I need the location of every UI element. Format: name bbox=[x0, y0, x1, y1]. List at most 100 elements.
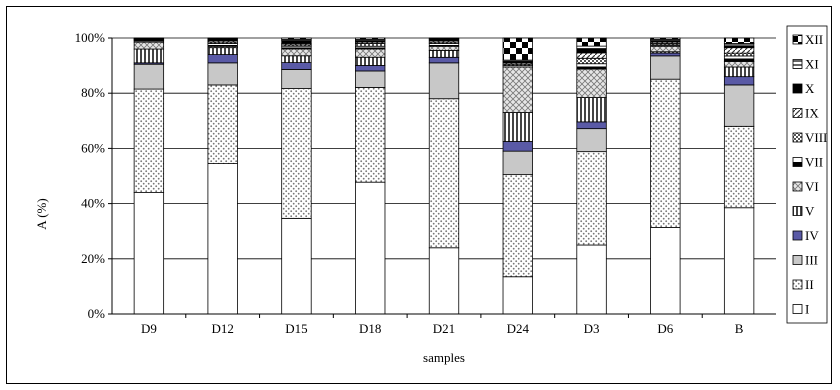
bar-segment-ii bbox=[502, 174, 533, 278]
y-tick-label: 60% bbox=[81, 140, 105, 155]
bar-segment-iv bbox=[576, 121, 607, 130]
legend-swatch-iii bbox=[792, 255, 803, 265]
bar-segment-viii bbox=[576, 57, 607, 65]
bar-segment-v bbox=[428, 50, 460, 58]
legend-swatch-iv bbox=[792, 230, 803, 241]
legend-box bbox=[786, 25, 828, 324]
bar-segment-iii bbox=[207, 62, 238, 86]
bar-stack-d12 bbox=[207, 37, 238, 315]
bar-segment-xi bbox=[723, 43, 755, 47]
bar-segment-v bbox=[207, 47, 238, 55]
legend-swatch-v bbox=[792, 206, 803, 216]
legend-label-xii: XII bbox=[805, 32, 823, 47]
bar-segment-i bbox=[207, 163, 238, 315]
bar-segment-iv bbox=[281, 62, 312, 70]
bar-segment-iii bbox=[281, 69, 312, 89]
y-tick-label: 20% bbox=[81, 251, 105, 266]
bar-segment-iv bbox=[355, 65, 386, 72]
bar-segment-vii bbox=[576, 63, 607, 70]
bar-segment-iii bbox=[502, 150, 533, 176]
bar-stack-d6 bbox=[650, 37, 681, 315]
bar-segment-xi bbox=[576, 45, 607, 50]
bar-segment-vi bbox=[723, 61, 755, 68]
bar-segment-viii bbox=[355, 43, 386, 47]
x-axis: D9 D12 D15 D18 D21 D24 D3 D6 B bbox=[112, 313, 776, 336]
legend-label-vii: VII bbox=[805, 155, 823, 170]
bar-segment-vii bbox=[723, 55, 755, 62]
y-tick-label: 100% bbox=[75, 30, 106, 45]
x-tick-label: D18 bbox=[359, 321, 381, 336]
x-tick-label: D3 bbox=[584, 321, 600, 336]
bar-segment-v bbox=[281, 55, 312, 63]
legend-swatch-viii bbox=[792, 132, 803, 143]
bar-segment-v bbox=[133, 48, 165, 64]
bar-segment-xii bbox=[355, 37, 386, 40]
bar-segment-vi bbox=[133, 41, 165, 50]
bar-segment-ii bbox=[281, 88, 312, 219]
x-tick-label: D21 bbox=[433, 321, 455, 336]
bar-segment-xii bbox=[576, 37, 607, 47]
bar-segment-xii bbox=[502, 37, 533, 61]
y-axis: 0% 20% 40% 60% 80% 100% bbox=[75, 30, 113, 321]
legend-label-x: X bbox=[805, 81, 815, 96]
bar-segment-iv bbox=[723, 76, 755, 86]
bar-segment-vi bbox=[428, 45, 460, 51]
bar-segment-ix bbox=[723, 47, 755, 54]
y-tick-label: 0% bbox=[88, 306, 106, 321]
bar-segment-ii bbox=[355, 87, 386, 183]
bar-segment-vi bbox=[355, 48, 386, 58]
y-tick-label: 80% bbox=[81, 85, 105, 100]
bar-segment-ii bbox=[650, 78, 681, 228]
bar-segment-vii bbox=[281, 45, 312, 50]
x-tick-label: D6 bbox=[657, 321, 673, 336]
bar-segment-i bbox=[281, 217, 312, 315]
bar-segment-vii bbox=[355, 45, 386, 50]
bar-segment-ii bbox=[723, 125, 755, 209]
bar-segment-iii bbox=[133, 63, 165, 90]
bar-stack-d18 bbox=[355, 37, 386, 315]
legend-label-i: I bbox=[805, 302, 809, 317]
y-tick-label: 40% bbox=[81, 196, 105, 211]
bar-segment-iv bbox=[502, 141, 533, 152]
bar-segment-i bbox=[723, 207, 755, 315]
bar-segment-iv bbox=[428, 56, 460, 64]
bar-stack-d9 bbox=[133, 37, 165, 315]
legend-swatch-xii bbox=[792, 34, 803, 45]
bar-segment-iii bbox=[650, 55, 681, 80]
bar-segment-vii bbox=[207, 43, 238, 47]
bar-segment-x bbox=[576, 48, 607, 54]
x-axis-title: samples bbox=[423, 350, 465, 365]
bar-segment-vi bbox=[502, 66, 533, 113]
x-tick-label: D15 bbox=[285, 321, 307, 336]
bar-segment-iv bbox=[207, 54, 238, 64]
legend-label-iv: IV bbox=[805, 228, 819, 243]
bar-segment-i bbox=[355, 181, 386, 315]
bar-stack-d15 bbox=[281, 37, 312, 315]
bar-segment-iii bbox=[723, 84, 755, 127]
legend-swatch-vii bbox=[792, 157, 803, 167]
bar-segment-i bbox=[576, 244, 607, 315]
x-tick-label: D24 bbox=[507, 321, 530, 336]
bar-segment-v bbox=[355, 56, 386, 66]
legend-swatch-xi bbox=[792, 59, 803, 69]
legend-label-viii: VIII bbox=[805, 130, 827, 145]
legend-label-iii: III bbox=[805, 253, 818, 268]
bar-stacks bbox=[133, 37, 755, 315]
bar-segment-vi bbox=[650, 45, 681, 53]
legend-label-v: V bbox=[805, 204, 815, 219]
bar-segment-v bbox=[723, 66, 755, 78]
legend-swatch-x bbox=[792, 83, 803, 94]
bar-stack-d3 bbox=[576, 37, 607, 315]
bar-stack-d24 bbox=[502, 37, 533, 315]
legend-swatch-ix bbox=[792, 108, 803, 118]
bar-segment-iii bbox=[576, 128, 607, 153]
legend-swatch-vi bbox=[792, 181, 803, 192]
bar-segment-viii bbox=[723, 52, 755, 57]
bar-stack-d21 bbox=[428, 37, 460, 315]
bar-segment-xii bbox=[650, 37, 681, 40]
bar-segment-ii bbox=[207, 84, 238, 164]
bar-segment-i bbox=[133, 192, 165, 315]
bar-segment-vii bbox=[428, 43, 460, 47]
bar-segment-ix bbox=[576, 52, 607, 59]
